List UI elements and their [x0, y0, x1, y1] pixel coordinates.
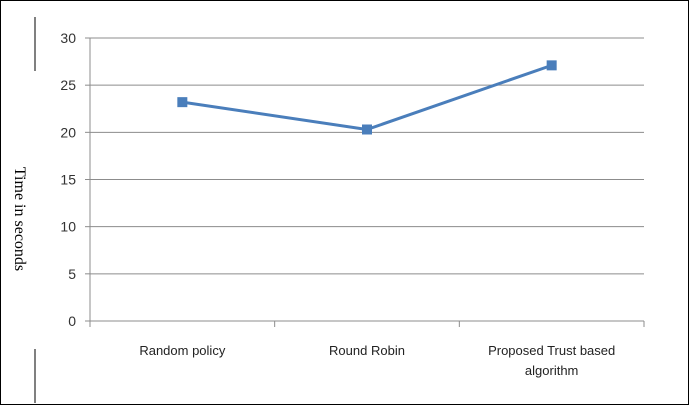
y-tick-labels: 0 5 10 15 20 25 30 — [60, 30, 76, 329]
x-tick-label: Round Robin — [329, 343, 405, 358]
y-tick-label: 5 — [68, 266, 76, 282]
x-tick-labels: Random policy Round Robin Proposed Trust b… — [139, 343, 615, 378]
x-tick-label-line: algorithm — [525, 363, 578, 378]
y-tick-label: 30 — [60, 30, 76, 46]
x-tick-label: Proposed Trust based algorithm — [488, 343, 615, 378]
y-tick-label: 10 — [60, 219, 76, 235]
y-axis-label: Time in seconds — [11, 167, 28, 271]
axes — [85, 37, 645, 327]
data-point-marker — [546, 60, 557, 71]
x-tick-label-line: Random policy — [139, 343, 225, 358]
y-tick-label: 20 — [60, 124, 76, 140]
series-group — [177, 60, 557, 135]
y-tick-label: 0 — [68, 313, 76, 329]
data-point-marker — [177, 97, 188, 108]
x-tick-label-line: Proposed Trust based — [488, 343, 615, 358]
y-tick-label: 25 — [60, 77, 76, 93]
series-line — [182, 63, 553, 132]
data-point-marker — [362, 124, 372, 135]
x-tick-label: Random policy — [139, 343, 225, 358]
y-tick-label: 15 — [60, 172, 76, 188]
x-tick-label-line: Round Robin — [329, 343, 405, 358]
gridlines — [90, 37, 644, 275]
